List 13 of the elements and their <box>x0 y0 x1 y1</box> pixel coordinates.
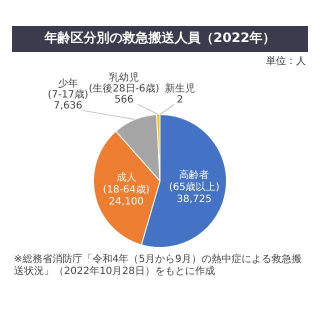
slice-label: 高齢者 (65歳以上) <box>168 168 220 193</box>
slice-label: 成人 (18-64歳) <box>102 172 150 196</box>
slice-label: 新生児 <box>164 82 195 94</box>
text: 単位：人 <box>266 55 306 68</box>
data-label: 566 <box>114 94 134 106</box>
data-label: 7,636 <box>54 100 82 112</box>
slice-label: 少年 (7-17歳) <box>48 77 88 100</box>
text: ※総務省消防庁「令和4年（5月から9月）の熱中症による救急搬送状況」（2022年10月28日）をもとに作成 <box>14 254 302 278</box>
slice-label: 乳幼児 (生後28日-6歳) <box>88 72 160 95</box>
chart-title: 年齢区分別の救急搬送人員（2022年） <box>12 26 308 52</box>
data-label: 38,725 <box>176 194 212 205</box>
data-label: 24,100 <box>108 196 144 208</box>
data-label: 2 <box>176 94 184 106</box>
